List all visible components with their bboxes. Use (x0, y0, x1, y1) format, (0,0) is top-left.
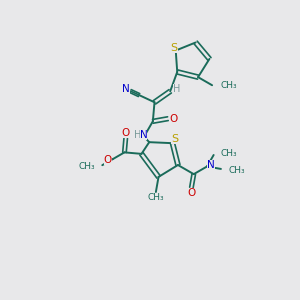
Text: CH₃: CH₃ (78, 162, 95, 171)
Text: O: O (103, 154, 112, 165)
Text: S: S (171, 134, 178, 144)
Text: CH₃: CH₃ (228, 166, 244, 175)
Text: O: O (169, 114, 177, 124)
Text: N: N (207, 160, 215, 170)
Text: O: O (122, 128, 130, 138)
Text: O: O (187, 188, 196, 198)
Text: CH₃: CH₃ (148, 194, 164, 202)
Text: N: N (122, 84, 130, 94)
Text: CH₃: CH₃ (220, 81, 237, 90)
Text: S: S (171, 43, 178, 53)
Text: H: H (134, 130, 141, 140)
Text: H: H (173, 84, 180, 94)
Text: N: N (140, 130, 147, 140)
Text: CH₃: CH₃ (221, 149, 237, 158)
